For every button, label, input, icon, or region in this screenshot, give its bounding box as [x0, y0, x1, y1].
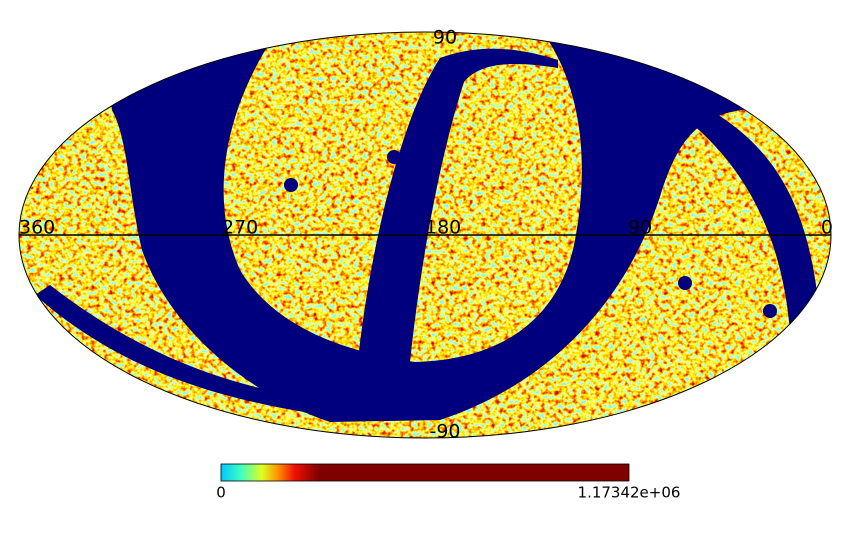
latitude-label: 90 [433, 27, 457, 49]
longitude-label: 90 [628, 217, 652, 239]
longitude-label: 360 [19, 217, 55, 239]
mask [35, 32, 818, 422]
latitude-label: -90 [429, 421, 460, 443]
colorbar-min-label: 0 [216, 484, 226, 502]
colorbar-max-label: 1.17342e+06 [578, 484, 681, 502]
longitude-label: 180 [425, 217, 461, 239]
longitude-label: 270 [222, 217, 258, 239]
colorbar [220, 463, 630, 482]
longitude-label: 0 [821, 217, 833, 239]
